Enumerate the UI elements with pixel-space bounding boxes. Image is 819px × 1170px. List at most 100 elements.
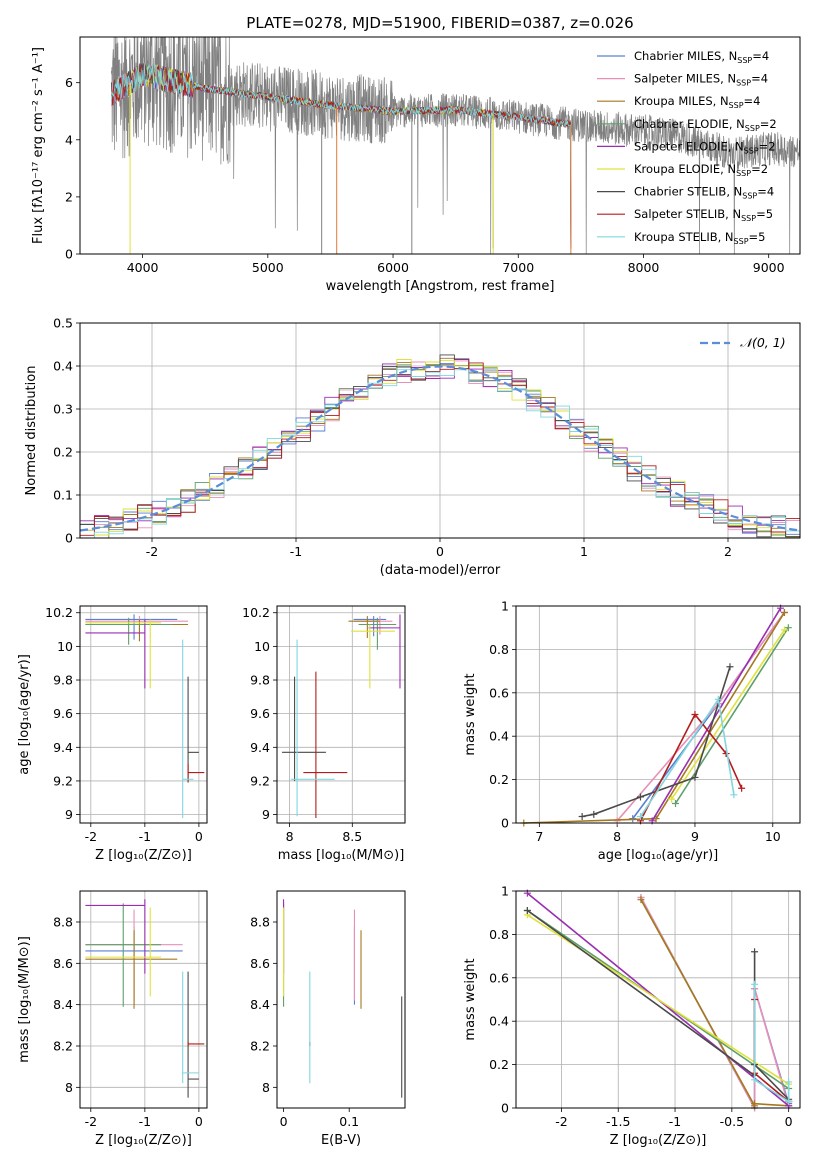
x-tick-label: 9000 [753,260,785,275]
x-tick-label: -1.5 [606,1114,630,1129]
panel-weight_vs_Z: -2 -1.5 -1 -0.5 0 0 0.2 0.4 0.6 0.8 1 Z [log₁₀(Z/Z⊙… [463,884,801,1148]
x-tick-label: -1 [139,829,151,844]
x-axis-label: age [log₁₀(age/yr)] [598,848,719,863]
panel-mass_vs_Z: -2 -1 0 8 8.2 8.4 8.6 8.8 Z [log₁₀(Z/Z⊙)] mass [l… [17,890,208,1148]
data-point-marker [780,609,788,617]
data-point-marker [751,1076,759,1084]
legend-entry-label: Salpeter MILES, N [634,72,736,86]
legend-entry-subscript: SSP [736,79,751,88]
panel-mass_vs_EBV: 0 0.1 8 8.2 8.4 8.6 8.8 E(B-V) [250,890,406,1148]
observed-spectrum-line [110,36,801,255]
y-tick-label: 8.2 [250,1039,270,1054]
x-axis-label: E(B-V) [321,1133,361,1148]
x-tick-label: 9 [691,829,699,844]
x-tick-label: 8 [286,829,294,844]
histogram-step-line [80,358,800,539]
y-tick-label: 8.4 [53,997,73,1012]
weight-series-line [526,909,790,1102]
x-tick-label: 7 [535,829,543,844]
x-tick-label: -2 [146,544,158,559]
y-tick-label: 4 [65,132,73,147]
x-tick-label: -0.5 [720,1114,744,1129]
panel-age_vs_mass: 8 8.5 9 9.2 9.4 9.6 9.8 10 10.2 mass [log₁₀(M/M⊙)… [242,605,406,863]
y-tick-label: 0.4 [489,729,509,744]
y-tick-label: 9.4 [53,740,73,755]
legend-entry: Kroupa MILES, NSSP=4 [634,94,760,110]
axes-frame [79,890,208,1109]
x-axis-label: Z [log₁₀(Z/Z⊙)] [95,848,192,863]
x-tick-label: 0 [280,1114,288,1129]
y-tick-label: 0.8 [489,642,509,657]
weight-series-line [674,627,789,804]
legend-entry-suffix: =4 [744,94,761,108]
y-tick-label: 0.3 [53,402,73,417]
x-tick-label: 0 [195,829,203,844]
y-tick-label: 1 [501,884,509,899]
legend-entry-suffix: =4 [757,185,774,199]
histogram-step-line [80,354,800,538]
data-point-marker [714,695,722,703]
legend-entry-subscript: SSP [736,169,751,178]
legend-entry: Chabrier STELIB, NSSP=4 [634,185,774,201]
y-tick-label: 8.8 [250,915,270,930]
model-spectrum-line [110,65,572,249]
y-tick-label: 10 [57,639,73,654]
axes-frame [79,36,801,255]
legend-entry: Salpeter STELIB, NSSP=5 [634,207,773,223]
panel-weight_vs_age: 7 8 9 10 0 0.2 0.4 0.6 0.8 1 age [log₁₀(age/yr)] ma… [463,599,801,863]
x-axis-label: wavelength [Angstrom, rest frame] [326,279,555,294]
legend-entry-suffix: =5 [749,230,766,244]
data-point-marker [668,795,676,803]
legend-entry-label: Kroupa STELIB, N [634,230,734,244]
x-axis-label: Z [log₁₀(Z/Z⊙)] [610,1133,707,1148]
legend-entry-label: Chabrier MILES, N [634,49,737,63]
data-point-marker [636,793,644,801]
y-tick-label: 0.2 [489,772,509,787]
x-tick-label: 2 [724,544,732,559]
data-point-marker [691,773,699,781]
figure-title: PLATE=0278, MJD=51900, FIBERID=0387, z=0… [246,14,633,32]
weight-series-line [639,713,743,822]
x-tick-label: 8 [613,829,621,844]
data-point-marker [578,812,586,820]
x-tick-label: -2 [85,829,97,844]
x-axis-label: Z [log₁₀(Z/Z⊙)] [95,1133,192,1148]
legend-entry: Salpeter MILES, NSSP=4 [634,72,768,88]
x-axis-label: mass [log₁₀(M/M⊙)] [278,848,405,863]
legend-entry: Chabrier ELODIE, NSSP=2 [634,117,777,133]
weight-series-line [670,629,786,800]
y-tick-label: 9.8 [250,673,270,688]
panel-residuals: -2 -1 0 1 2 0 0.1 0.2 0.3 0.4 0.5 (data-model)/erro… [24,316,801,578]
y-tick-label: 0 [65,247,73,262]
data-point-marker [730,791,738,799]
legend-entry-suffix: =2 [760,117,777,131]
legend-entry-subscript: SSP [729,101,744,110]
axes-frame [515,605,801,824]
panel-spectrum: 4000 5000 6000 7000 8000 9000 0 2 4 6 wavelength [… [31,36,801,294]
y-tick-label: 0 [65,531,73,546]
legend-entry-subscript: SSP [734,237,749,246]
data-point-marker [780,626,788,634]
y-tick-label: 8.4 [250,997,270,1012]
y-tick-label: 9.2 [53,773,73,788]
y-tick-label: 0.2 [53,445,73,460]
y-tick-label: 0 [501,816,509,831]
axes-frame [276,890,406,1109]
axes-frame [515,890,801,1109]
legend-entry-suffix: =4 [751,72,768,86]
y-tick-label: 8.2 [53,1039,73,1054]
y-tick-label: 8.6 [53,956,73,971]
x-tick-label: -1 [290,544,302,559]
y-axis-label: mass [log₁₀(M/M⊙)] [17,936,32,1063]
y-tick-label: 9 [65,807,73,822]
y-tick-label: 8.6 [250,956,270,971]
histogram-step-line [80,362,800,536]
x-tick-label: 8000 [628,260,660,275]
y-tick-label: 8 [262,1080,270,1095]
histogram-step-line [80,369,800,539]
y-tick-label: 2 [65,189,73,204]
y-tick-label: 0.4 [53,359,73,374]
x-tick-label: -1 [139,1114,151,1129]
y-tick-label: 9.8 [53,673,73,688]
